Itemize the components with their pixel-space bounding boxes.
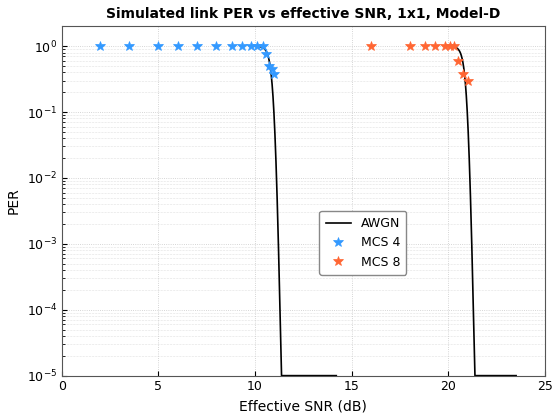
- MCS 8: [432, 44, 438, 49]
- AWGN: [330, 373, 337, 378]
- AWGN: [278, 373, 285, 378]
- MCS 8: [455, 58, 461, 63]
- MCS 4: [248, 44, 255, 49]
- AWGN: [333, 373, 340, 378]
- AWGN: [287, 373, 293, 378]
- MCS 8: [368, 44, 375, 49]
- Line: AWGN: AWGN: [251, 46, 337, 375]
- X-axis label: Effective SNR (dB): Effective SNR (dB): [240, 399, 367, 413]
- MCS 4: [238, 44, 245, 49]
- AWGN: [330, 373, 337, 378]
- MCS 4: [262, 52, 269, 57]
- AWGN: [248, 44, 255, 49]
- MCS 8: [407, 44, 413, 49]
- AWGN: [252, 44, 259, 49]
- MCS 4: [268, 66, 275, 71]
- AWGN: [290, 373, 296, 378]
- MCS 4: [259, 44, 266, 49]
- Line: MCS 8: MCS 8: [366, 41, 473, 85]
- MCS 4: [174, 44, 181, 49]
- MCS 4: [228, 44, 235, 49]
- MCS 4: [126, 44, 133, 49]
- Title: Simulated link PER vs effective SNR, 1x1, Model-D: Simulated link PER vs effective SNR, 1x1…: [106, 7, 501, 21]
- MCS 8: [447, 44, 454, 49]
- MCS 8: [464, 78, 471, 83]
- MCS 8: [441, 44, 448, 49]
- MCS 4: [271, 71, 278, 76]
- Y-axis label: PER: PER: [7, 188, 21, 214]
- MCS 4: [213, 44, 220, 49]
- MCS 4: [254, 44, 260, 49]
- MCS 4: [194, 44, 200, 49]
- MCS 8: [460, 71, 466, 76]
- Line: MCS 4: MCS 4: [96, 41, 279, 79]
- AWGN: [315, 373, 321, 378]
- MCS 4: [155, 44, 162, 49]
- MCS 8: [451, 44, 458, 49]
- MCS 4: [265, 63, 272, 68]
- MCS 8: [422, 44, 428, 49]
- Legend: AWGN, MCS 4, MCS 8: AWGN, MCS 4, MCS 8: [319, 211, 407, 275]
- MCS 4: [97, 44, 104, 49]
